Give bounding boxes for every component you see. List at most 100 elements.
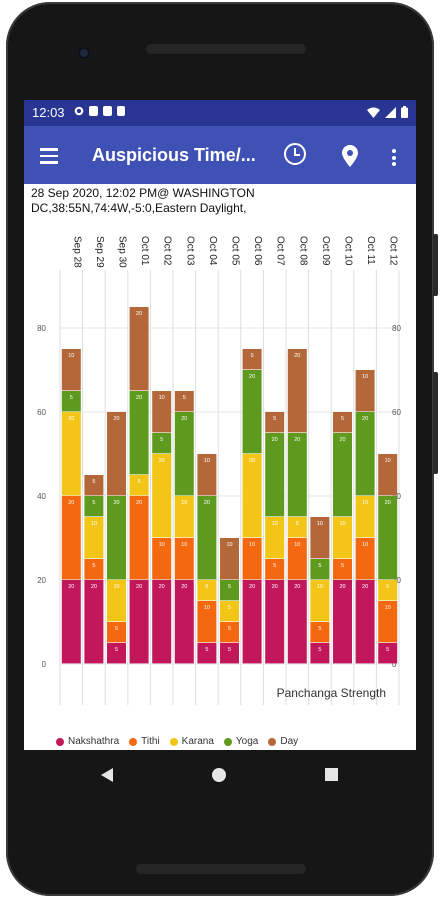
bar-value-label: 20 [68,416,74,422]
sd-card-icon [117,106,125,116]
bar-value-label: 20 [136,311,142,317]
y-tick-label-left: 40 [37,492,46,501]
home-icon[interactable] [212,768,226,782]
bar-segment [107,412,126,496]
location-pin-icon[interactable] [342,145,358,167]
bar-segment [242,538,262,580]
bar-segment [242,349,262,370]
bar-value-label: 20 [204,500,210,506]
bar-segment [61,580,81,664]
bar-segment [333,580,352,664]
bar-segment [265,580,285,664]
x-tick-label: Sep 29 [94,236,105,268]
bar-segment [129,496,149,580]
y-tick-label-left: 0 [42,660,47,669]
bar-segment [355,580,375,664]
bar-segment [355,538,375,580]
bar-value-label: 5 [205,584,208,590]
bar-value-label: 10 [317,521,323,527]
bar-value-label: 20 [91,584,97,590]
bar-segment [355,370,375,412]
bar-segment [61,412,81,496]
bar-value-label: 5 [92,479,95,485]
bar-value-label: 5 [92,563,95,569]
legend-label: Tithi [141,736,160,747]
bar-value-label: 10 [204,458,210,464]
bar-segment [129,475,149,496]
bar-segment [84,496,104,517]
bar-value-label: 5 [228,647,231,653]
bar-value-label: 5 [386,647,389,653]
legend-label: Nakshathra [68,736,120,747]
bar-value-label: 5 [70,395,73,401]
x-tick-label: Oct 07 [275,236,286,266]
bar-segment [378,454,398,496]
x-tick-label: Oct 12 [388,236,399,266]
x-tick-label: Oct 06 [252,236,263,266]
recent-apps-icon[interactable] [325,768,338,781]
bar-value-label: 20 [68,584,74,590]
bar-value-label: 10 [317,584,323,590]
bar-value-label: 5 [341,416,344,422]
bar-segment [152,454,172,538]
bar-value-label: 10 [159,542,165,548]
chart-legend: Nakshathra Tithi Karana Yoga Day [56,736,298,747]
bar-value-label: 5 [318,563,321,569]
bar-value-label: 20 [362,584,368,590]
bar-value-label: 5 [138,479,141,485]
bar-segment [84,517,104,559]
battery-icon [401,106,408,118]
bar-value-label: 10 [294,542,300,548]
bar-segment [129,307,149,391]
power-button [433,234,438,296]
bar-value-label: 20 [113,416,119,422]
bar-value-label: 20 [294,353,300,359]
clock-icon[interactable] [284,143,306,165]
menu-icon[interactable] [40,148,58,168]
app-bar: Auspicious Time/... [24,126,416,184]
bar-value-label: 5 [228,626,231,632]
bar-value-label: 5 [296,521,299,527]
chart-annotation: Panchanga Strength [277,686,386,700]
bar-value-label: 10 [339,521,345,527]
y-tick-label-left: 20 [37,576,46,585]
x-tick-label: Oct 05 [230,236,241,266]
bar-segment [378,580,398,601]
bar-segment [287,580,307,664]
legend-label: Day [280,736,299,747]
bar-segment [287,433,307,517]
bar-segment [265,412,285,433]
legend-swatch [169,737,178,746]
bar-segment [220,622,239,643]
bar-segment [197,496,217,580]
bar-segment [197,643,217,664]
bar-value-label: 5 [386,584,389,590]
status-time: 12:03 [32,105,65,120]
status-notification-icons [74,106,125,116]
bar-value-label: 10 [362,500,368,506]
bar-segment [220,538,239,580]
bar-segment [287,517,307,538]
x-tick-label: Sep 28 [71,236,82,268]
bar-segment [152,538,172,580]
legend-label: Yoga [235,736,259,747]
more-options-icon[interactable] [392,149,396,169]
bar-value-label: 20 [294,584,300,590]
bar-value-label: 20 [159,584,165,590]
bar-segment [310,622,330,643]
bar-segment [129,580,149,664]
bar-value-label: 10 [159,395,165,401]
bar-value-label: 10 [113,584,119,590]
x-tick-label: Oct 02 [162,236,173,266]
bar-value-label: 20 [362,416,368,422]
bar-segment [107,580,126,622]
page-title: Auspicious Time/... [92,145,256,165]
bar-segment [265,517,285,559]
bar-value-label: 20 [68,500,74,506]
bar-value-label: 10 [91,521,97,527]
bar-segment [197,601,217,643]
y-tick-label-right: 60 [392,408,401,417]
status-system-icons [367,106,408,118]
back-icon[interactable] [101,768,113,782]
x-tick-label: Oct 08 [297,236,308,266]
